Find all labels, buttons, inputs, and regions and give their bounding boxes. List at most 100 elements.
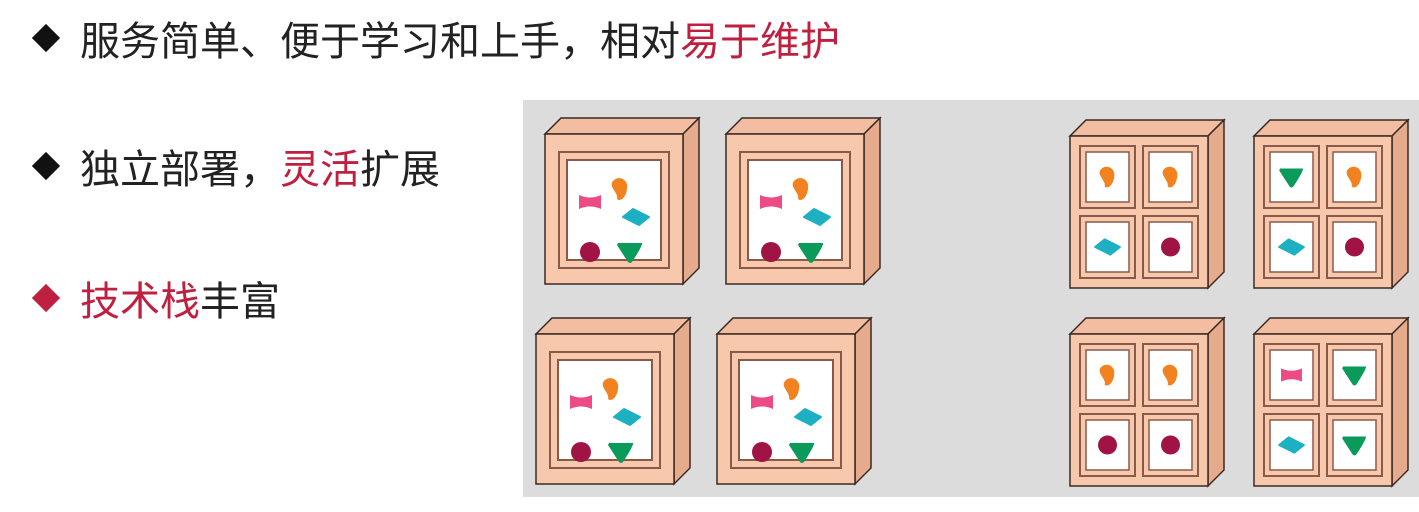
maroon-circle-icon	[571, 442, 591, 462]
window-frame	[1079, 413, 1136, 477]
maroon-circle-icon	[1161, 435, 1180, 455]
window-pane	[566, 159, 662, 261]
bullet-text-after: 丰富	[200, 279, 280, 325]
box-top	[1252, 317, 1410, 335]
orange-drop-icon	[1099, 166, 1115, 188]
box-top	[1068, 119, 1226, 137]
pink-bow-icon	[1281, 368, 1302, 382]
orange-drop-icon	[611, 178, 628, 200]
maroon-circle-icon	[752, 442, 772, 462]
maroon-circle-icon	[580, 242, 600, 262]
box-top	[715, 317, 873, 335]
box-top	[1068, 317, 1226, 335]
microservice-diagram	[523, 100, 1419, 497]
pink-bow-icon	[579, 195, 601, 209]
box-side	[863, 116, 881, 286]
bullet-text: 服务简单、便于学习和上手，相对	[80, 19, 680, 65]
window-pane	[557, 359, 653, 461]
box-side	[1207, 316, 1225, 488]
orange-drop-icon	[602, 378, 619, 400]
box-top	[534, 317, 692, 335]
teal-diamond-icon	[622, 208, 650, 226]
window-frame	[1142, 343, 1199, 407]
window-pane	[747, 159, 843, 261]
quad-window-box	[1068, 316, 1226, 488]
window-frame	[1079, 343, 1136, 407]
single-window-box	[543, 116, 701, 286]
window-frame	[1079, 145, 1136, 209]
teal-diamond-icon	[613, 408, 641, 426]
box-side	[1207, 118, 1225, 290]
window-frame	[739, 151, 851, 269]
bullet-tech-stack: 技术栈 丰富	[28, 270, 280, 326]
teal-diamond-icon	[1094, 238, 1121, 256]
green-triangle-icon	[608, 443, 634, 463]
maroon-circle-icon	[1345, 237, 1364, 257]
window-frame	[1326, 343, 1383, 407]
single-window-box	[715, 316, 873, 486]
window-frame	[549, 351, 661, 469]
teal-diamond-icon	[803, 208, 831, 226]
box-side	[673, 316, 691, 486]
pink-bow-icon	[751, 395, 773, 409]
orange-drop-icon	[792, 178, 809, 200]
orange-drop-icon	[1099, 364, 1115, 386]
bullet-highlight: 灵活	[280, 147, 360, 193]
window-frame	[1142, 215, 1199, 279]
orange-drop-icon	[783, 378, 800, 400]
box-top	[543, 117, 701, 135]
window-frame	[1263, 145, 1320, 209]
window-frame	[1142, 145, 1199, 209]
teal-diamond-icon	[1278, 238, 1305, 256]
quad-window-box	[1068, 118, 1226, 290]
box-side	[1391, 316, 1409, 488]
window-frame	[1263, 413, 1320, 477]
orange-drop-icon	[1346, 166, 1362, 188]
window-frame	[1263, 215, 1320, 279]
green-triangle-icon	[798, 243, 824, 263]
window-frame	[1326, 215, 1383, 279]
window-frame	[1263, 343, 1320, 407]
box-top	[1252, 119, 1410, 137]
box-top	[724, 117, 882, 135]
window-pane	[738, 359, 834, 461]
diamond-bullet-icon	[31, 151, 61, 181]
single-window-box	[534, 316, 692, 486]
window-pane	[1269, 151, 1314, 203]
pink-bow-icon	[760, 195, 782, 209]
green-triangle-icon	[789, 443, 815, 463]
maroon-circle-icon	[1098, 435, 1117, 455]
bullet-text-after: 扩展	[360, 147, 440, 193]
bullet-highlight: 技术栈	[80, 279, 200, 325]
single-window-box	[724, 116, 882, 286]
orange-drop-icon	[1162, 166, 1178, 188]
window-pane	[1332, 221, 1377, 273]
teal-diamond-icon	[1278, 436, 1305, 454]
maroon-circle-icon	[761, 242, 781, 262]
green-triangle-icon	[1279, 168, 1303, 188]
box-side	[854, 316, 872, 486]
bullet-simple-service: 服务简单、便于学习和上手，相对 易于维护	[28, 10, 840, 66]
window-frame	[558, 151, 670, 269]
orange-drop-icon	[1162, 364, 1178, 386]
bullet-highlight: 易于维护	[680, 19, 840, 65]
green-triangle-icon	[1342, 436, 1366, 456]
box-side	[1391, 118, 1409, 290]
diamond-bullet-icon	[31, 23, 61, 53]
box-side	[682, 116, 700, 286]
bullet-independent-deploy: 独立部署， 灵活 扩展	[28, 138, 440, 194]
window-pane	[1269, 419, 1314, 471]
maroon-circle-icon	[1161, 237, 1180, 257]
window-frame	[1079, 215, 1136, 279]
diamond-bullet-icon	[31, 283, 61, 313]
bullet-text: 独立部署，	[80, 147, 280, 193]
green-triangle-icon	[1342, 366, 1366, 386]
window-frame	[1326, 413, 1383, 477]
quad-window-box	[1252, 316, 1410, 488]
green-triangle-icon	[617, 243, 643, 263]
pink-bow-icon	[570, 395, 592, 409]
window-frame	[1142, 413, 1199, 477]
window-frame	[1326, 145, 1383, 209]
quad-window-box	[1252, 118, 1410, 290]
